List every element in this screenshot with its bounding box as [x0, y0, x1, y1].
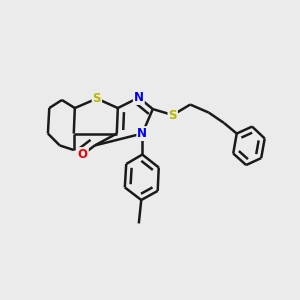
Text: S: S — [93, 92, 101, 105]
Text: O: O — [78, 148, 88, 161]
Text: S: S — [169, 109, 177, 122]
Text: N: N — [137, 127, 147, 140]
Text: N: N — [134, 91, 144, 104]
